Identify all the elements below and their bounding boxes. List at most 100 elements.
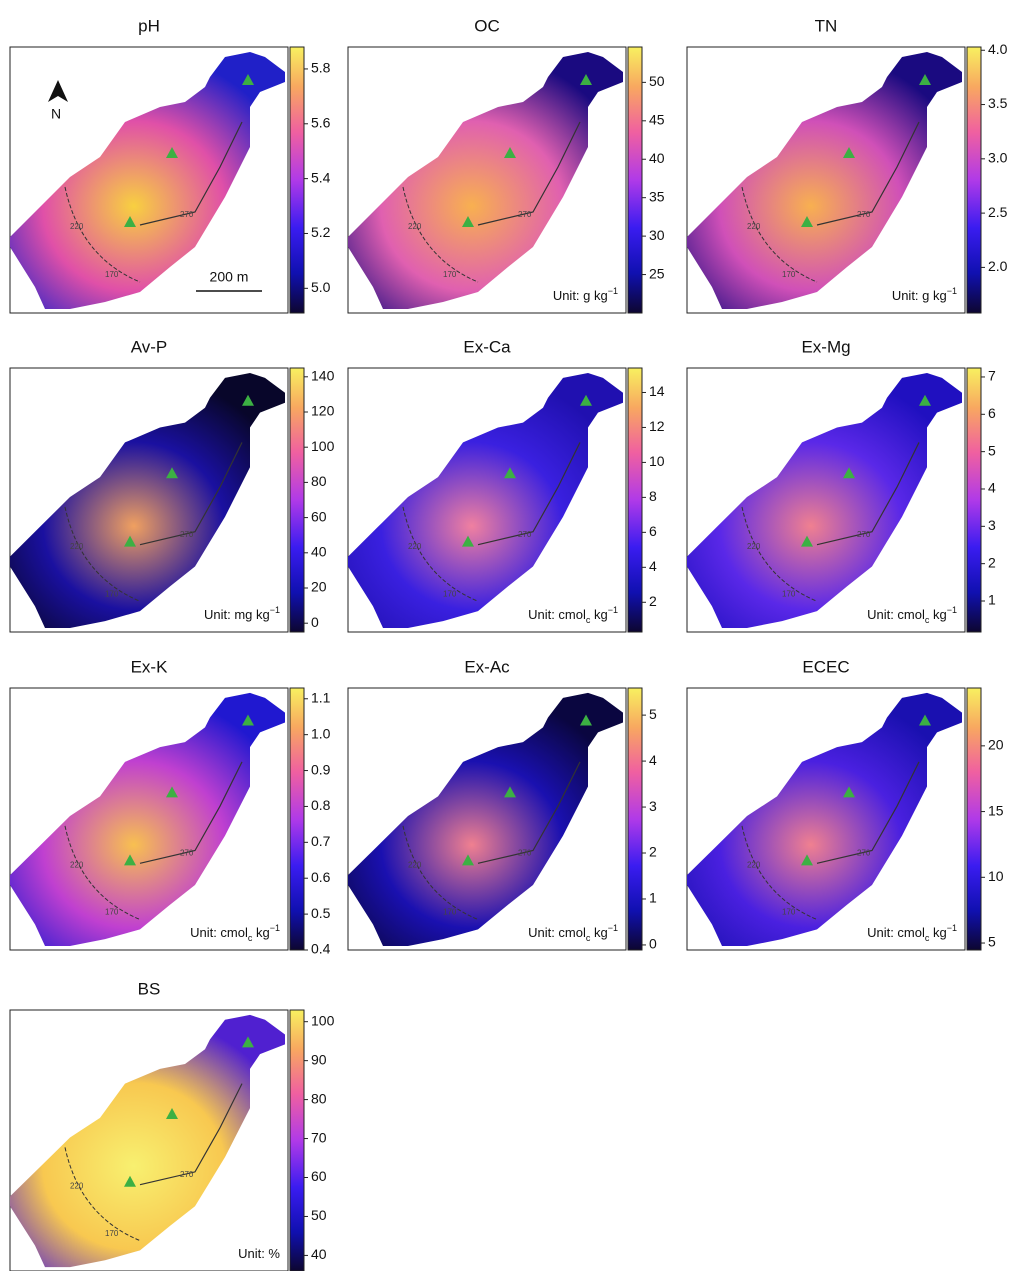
unit-part: kg xyxy=(929,925,946,940)
sample-site xyxy=(166,1108,178,1120)
contour-label: 270 xyxy=(180,210,194,219)
colorbar-tick-label: 50 xyxy=(649,73,665,89)
colorbar-tick-label: 2 xyxy=(649,844,657,860)
study-area xyxy=(10,52,285,309)
colorbar-tick-label: 5.0 xyxy=(311,279,331,295)
contour-line xyxy=(477,121,581,226)
colorbar-tick-label: 14 xyxy=(649,383,665,399)
unit-label: Unit: cmolc kg−1 xyxy=(528,923,618,943)
contour-line xyxy=(477,761,581,864)
colorbar-tick-label: 15 xyxy=(988,802,1004,818)
contour-label: 170 xyxy=(105,1229,119,1238)
colorbar-tick-label: 0.7 xyxy=(311,833,331,849)
colorbar-tick-label: 4 xyxy=(649,558,657,574)
contour-label: 270 xyxy=(180,1170,194,1179)
colorbar-tick-label: 70 xyxy=(311,1129,327,1145)
contour-label: 170 xyxy=(105,589,119,598)
sample-site xyxy=(580,74,592,85)
panel-title: Ex-Mg xyxy=(801,337,850,356)
sample-site xyxy=(242,394,254,406)
colorbar-tick-label: 3.5 xyxy=(988,95,1008,111)
colorbar-tick-label: 100 xyxy=(311,438,335,454)
north-label: N xyxy=(51,106,61,122)
colorbar-tick-label: 20 xyxy=(988,737,1004,753)
unit-part: c xyxy=(586,615,591,625)
colorbar-tick-label: 6 xyxy=(988,405,996,421)
sample-site xyxy=(504,467,516,479)
unit-part: −1 xyxy=(608,286,618,296)
colorbar-tick-label: 35 xyxy=(649,188,665,204)
contour-label: 170 xyxy=(443,908,457,917)
study-area xyxy=(687,692,962,947)
contour-label: 220 xyxy=(70,542,84,551)
unit-part: kg xyxy=(590,925,607,940)
unit-part: −1 xyxy=(270,605,280,615)
unit-part: −1 xyxy=(608,923,618,933)
colorbar xyxy=(289,46,305,314)
contour-label: 270 xyxy=(518,530,532,539)
sample-site xyxy=(124,535,136,547)
colorbar-tick-label: 80 xyxy=(311,1090,327,1106)
colorbar-tick-label: 40 xyxy=(311,544,327,560)
colorbar-tick-label: 0.8 xyxy=(311,797,331,813)
contour-line xyxy=(139,442,243,546)
colorbar-tick-label: 20 xyxy=(311,579,327,595)
colorbar-tick-label: 0.4 xyxy=(311,941,331,957)
contour-line xyxy=(741,825,818,920)
colorbar-tick-label: 100 xyxy=(311,1012,335,1028)
unit-part: −1 xyxy=(947,923,957,933)
sample-site xyxy=(124,854,136,866)
colorbar xyxy=(627,687,643,951)
contour-line xyxy=(139,121,243,226)
unit-part: c xyxy=(925,615,930,625)
contour-line xyxy=(402,506,479,602)
contour-label: 220 xyxy=(747,860,761,869)
colorbar xyxy=(627,367,643,633)
study-area xyxy=(10,372,285,629)
colorbar-tick-label: 4.0 xyxy=(988,41,1008,57)
north-arrow xyxy=(48,80,68,102)
unit-label: Unit: g kg−1 xyxy=(892,286,957,303)
panel-title: Ex-Ca xyxy=(463,337,511,356)
colorbar-tick-label: 60 xyxy=(311,1168,327,1184)
sample-site xyxy=(580,394,592,406)
contour-label: 170 xyxy=(105,908,119,917)
study-area xyxy=(348,692,623,947)
colorbar-tick-label: 2.5 xyxy=(988,204,1008,220)
contour-label: 170 xyxy=(782,270,796,279)
study-area xyxy=(687,372,962,629)
unit-part: kg xyxy=(929,607,946,622)
colorbar-tick-label: 6 xyxy=(649,523,657,539)
unit-part: kg xyxy=(252,925,269,940)
colorbar-tick-label: 120 xyxy=(311,403,335,419)
colorbar-tick-label: 45 xyxy=(649,112,665,128)
colorbar xyxy=(289,1009,305,1271)
panel-title: TN xyxy=(815,16,838,35)
contour-label: 220 xyxy=(408,860,422,869)
contour-line xyxy=(139,1083,243,1186)
unit-part: Unit: cmol xyxy=(528,925,586,940)
colorbar-tick-label: 2.0 xyxy=(988,258,1008,274)
colorbar-tick-label: 2 xyxy=(649,593,657,609)
study-area xyxy=(348,52,623,309)
contour-label: 270 xyxy=(857,849,871,858)
colorbar-tick-label: 5.4 xyxy=(311,169,331,185)
unit-part: Unit: g kg xyxy=(553,288,608,303)
colorbar-tick-label: 3 xyxy=(988,517,996,533)
unit-label: Unit: cmolc kg−1 xyxy=(528,605,618,625)
colorbar-tick-label: 5 xyxy=(988,442,996,458)
unit-label: Unit: cmolc kg−1 xyxy=(190,923,280,943)
colorbar xyxy=(289,687,305,951)
unit-part: Unit: % xyxy=(238,1246,280,1261)
contour-label: 220 xyxy=(747,542,761,551)
unit-part: Unit: cmol xyxy=(190,925,248,940)
contour-label: 220 xyxy=(408,222,422,231)
colorbar-tick-label: 40 xyxy=(311,1246,327,1262)
contour-line xyxy=(64,186,141,283)
colorbar-tick-label: 3 xyxy=(649,798,657,814)
sample-site xyxy=(504,786,516,798)
sample-site xyxy=(242,74,254,85)
contour-label: 270 xyxy=(180,530,194,539)
unit-part: −1 xyxy=(270,923,280,933)
contour-line xyxy=(64,506,141,602)
